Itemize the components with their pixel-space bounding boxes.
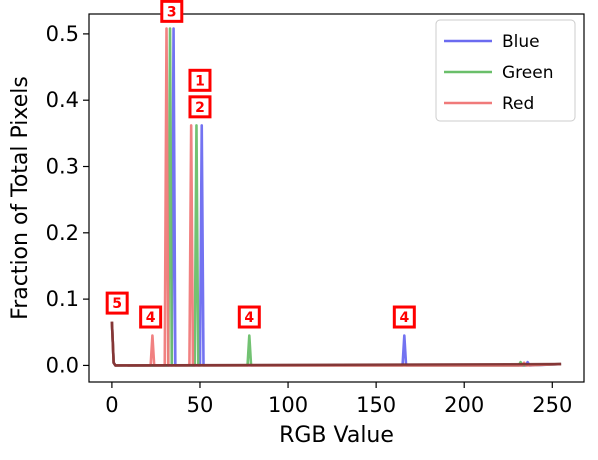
axes: 0 50 100 150 200 250 0.0 0.1 0.2 0.3 0.4 0.5 [46,13,585,417]
y-tick-label: 0.5 [46,22,79,46]
annotation-badge: 2 [188,95,212,119]
annotation-label: 4 [146,310,156,326]
y-tick-label: 0.1 [46,287,79,311]
legend-label-green: Green [502,63,553,83]
y-tick-label: 0.3 [46,155,79,179]
plot-frame [88,13,585,383]
annotation-label: 2 [195,100,205,116]
x-tick-label: 150 [356,393,396,417]
y-tick-label: 0.2 [46,221,79,245]
annotation-box [105,291,129,315]
legend-label-blue: Blue [502,32,540,52]
x-tick-label: 0 [105,393,118,417]
plot-area [110,27,562,367]
annotation-box [139,305,163,329]
x-tick-label: 100 [268,393,308,417]
annotation-box [237,305,261,329]
annotation-badge: 4 [139,305,163,329]
x-tick-label: 50 [187,393,214,417]
legend-box [435,19,576,122]
annotation-badge: 4 [237,305,261,329]
x-axis-title: RGB Value [279,423,394,448]
annotation-badge: 1 [188,68,212,92]
annotation-label: 1 [195,73,205,89]
annotations: 3 1 2 5 4 4 4 [105,0,416,329]
annotation-box [392,305,416,329]
annotation-label: 4 [399,310,409,326]
annotation-badge: 5 [105,291,129,315]
annotation-box [160,0,184,23]
x-tick-label: 200 [444,393,484,417]
annotation-badge: 3 [160,0,184,23]
y-tick-label: 0.0 [46,353,79,377]
series-overlap-baseline [110,321,562,367]
annotation-box [188,95,212,119]
x-tick-label: 250 [532,393,572,417]
annotation-label: 3 [167,4,177,20]
y-tick-label: 0.4 [46,88,79,112]
annotation-label: 5 [112,296,122,312]
y-axis-title: Fraction of Total Pixels [8,76,33,320]
legend-label-red: Red [502,94,534,114]
annotation-badge: 4 [392,305,416,329]
legend: Blue Green Red [435,19,576,122]
annotation-box [188,68,212,92]
annotation-label: 4 [244,310,254,326]
